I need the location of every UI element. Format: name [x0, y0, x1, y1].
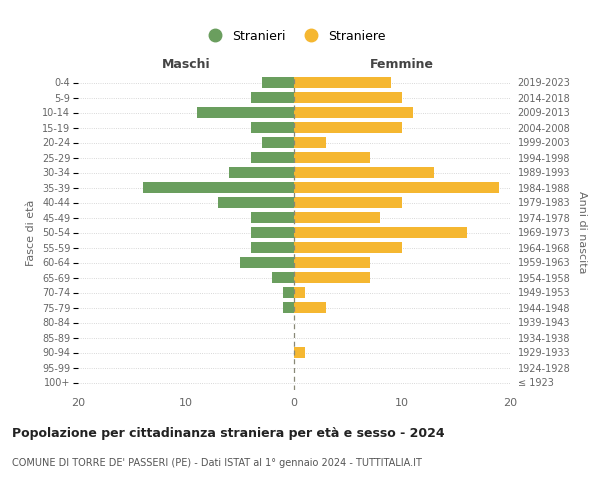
Bar	[294, 287, 305, 298]
Bar	[294, 257, 370, 268]
Text: COMUNE DI TORRE DE' PASSERI (PE) - Dati ISTAT al 1° gennaio 2024 - TUTTITALIA.IT: COMUNE DI TORRE DE' PASSERI (PE) - Dati …	[12, 458, 422, 468]
Y-axis label: Anni di nascita: Anni di nascita	[577, 191, 587, 274]
Bar	[294, 137, 326, 148]
Bar	[240, 257, 294, 268]
Text: Popolazione per cittadinanza straniera per età e sesso - 2024: Popolazione per cittadinanza straniera p…	[12, 428, 445, 440]
Bar	[294, 182, 499, 193]
Bar	[294, 92, 402, 103]
Bar	[294, 272, 370, 283]
Text: Femmine: Femmine	[370, 58, 434, 70]
Bar	[251, 122, 294, 133]
Bar	[294, 242, 402, 253]
Bar	[262, 137, 294, 148]
Bar	[251, 242, 294, 253]
Bar	[251, 212, 294, 223]
Bar	[143, 182, 294, 193]
Text: Maschi: Maschi	[161, 58, 211, 70]
Bar	[294, 152, 370, 163]
Bar	[294, 227, 467, 238]
Legend: Stranieri, Straniere: Stranieri, Straniere	[197, 24, 391, 48]
Bar	[294, 107, 413, 118]
Bar	[251, 152, 294, 163]
Bar	[294, 347, 305, 358]
Bar	[251, 92, 294, 103]
Y-axis label: Fasce di età: Fasce di età	[26, 200, 37, 266]
Bar	[294, 167, 434, 178]
Bar	[294, 197, 402, 208]
Bar	[251, 227, 294, 238]
Bar	[294, 302, 326, 313]
Bar	[262, 77, 294, 88]
Bar	[294, 212, 380, 223]
Bar	[197, 107, 294, 118]
Bar	[294, 122, 402, 133]
Bar	[294, 77, 391, 88]
Bar	[283, 302, 294, 313]
Bar	[272, 272, 294, 283]
Bar	[283, 287, 294, 298]
Bar	[218, 197, 294, 208]
Bar	[229, 167, 294, 178]
